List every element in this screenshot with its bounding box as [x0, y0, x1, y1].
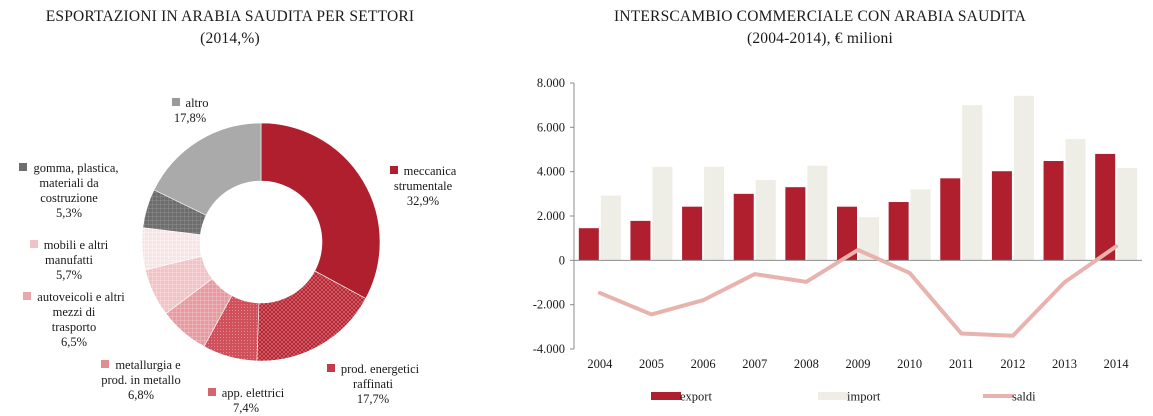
pie-label-text: strumentale — [393, 179, 453, 193]
bar-import-2008 — [807, 165, 828, 261]
bar-import-2006 — [704, 166, 725, 261]
pie-value-label: 6,8% — [127, 388, 155, 402]
y-tick-label: 0 — [559, 253, 565, 267]
bar-import-2009 — [859, 217, 879, 261]
legend-swatch-export — [651, 392, 681, 400]
x-tick-label: 2006 — [691, 357, 716, 371]
legend-swatch — [389, 166, 398, 174]
pie-value-label: 5,7% — [55, 268, 83, 282]
bar-import-2013 — [1065, 139, 1086, 261]
pie-label-metallurgia-e-prod-in-metallo: metallurgia e prod. in metallo 6,8% — [82, 358, 200, 403]
bar-export-2006 — [682, 206, 703, 261]
bar-export-2005 — [630, 220, 651, 261]
pie-slice-meccanica-strumentale — [260, 122, 381, 299]
bar-import-2010 — [910, 189, 931, 261]
y-tick-label: -4.000 — [533, 342, 565, 356]
bar-subtitle: (2004-2014), € milioni — [746, 30, 894, 47]
x-tick-label: 2011 — [949, 357, 974, 371]
bar-export-2013 — [1043, 161, 1064, 261]
bar-import-2007 — [755, 180, 776, 261]
pie-label-text: prod. energetici — [340, 362, 420, 376]
legend-swatch-import — [818, 392, 848, 400]
pie-value-label: 17,8% — [173, 111, 207, 125]
legend-swatch — [171, 98, 180, 106]
x-tick-label: 2014 — [1104, 357, 1130, 371]
legend-swatch — [101, 360, 110, 368]
pie-label-mobili-e-altri-manufatti: mobili e altri manufatti 5,7% — [14, 238, 124, 283]
pie-label-text: raffinati — [352, 377, 394, 391]
pie-value-label: 6,5% — [60, 335, 88, 349]
legend-swatch — [207, 388, 216, 396]
pie-label-text: materiali da — [39, 176, 99, 190]
y-tick-label: -2.000 — [533, 298, 565, 312]
x-tick-label: 2012 — [1000, 357, 1025, 371]
bar-import-2005 — [652, 166, 673, 261]
y-tick-label: 2.000 — [537, 209, 565, 223]
bar-title: INTERSCAMBIO COMMERCIALE CON ARABIA SAUD… — [613, 8, 1027, 25]
bar-export-2011 — [940, 178, 961, 261]
y-tick-label: 6.000 — [537, 120, 565, 134]
x-tick-label: 2004 — [587, 357, 613, 371]
bar-export-2008 — [785, 187, 806, 261]
pie-label-text: altro — [185, 96, 209, 110]
legend-swatch — [19, 163, 28, 171]
x-tick-label: 2013 — [1052, 357, 1077, 371]
legend-swatch — [29, 240, 38, 248]
pie-label-autoveicoli-e-altri-mezzi-di-trasporto: autoveicoli e altri mezzi di trasporto 6,5% — [14, 290, 134, 350]
pie-title: ESPORTAZIONI IN ARABIA SAUDITA PER SETTO… — [45, 8, 415, 25]
pie-label-text: meccanica — [403, 164, 457, 178]
bar-export-2007 — [733, 193, 754, 261]
donut-chart — [141, 122, 381, 362]
y-tick-label: 8.000 — [537, 76, 565, 90]
x-tick-label: 2008 — [794, 357, 819, 371]
bar-import-2004 — [600, 195, 621, 261]
pie-value-label: 32,9% — [406, 194, 440, 208]
legend-swatch — [23, 292, 32, 300]
pie-value-label: 5,3% — [55, 206, 83, 220]
line-saldi — [597, 244, 1119, 338]
pie-value-label: 7,4% — [232, 401, 260, 415]
pie-subtitle: (2014,%) — [200, 30, 260, 47]
pie-label-text: mezzi di — [52, 305, 96, 319]
bar-import-2014 — [1117, 167, 1138, 261]
bar-export-2012 — [991, 171, 1012, 261]
bar-export-2009 — [837, 206, 857, 261]
legend-swatch — [326, 364, 335, 372]
pie-value-label: 17,7% — [356, 392, 390, 406]
pie-chart-title: ESPORTAZIONI IN ARABIA SAUDITA PER SETTO… — [0, 6, 460, 50]
pie-label-text: gomma, plastica, — [33, 161, 119, 175]
x-tick-label: 2007 — [742, 357, 767, 371]
pie-label-altro: altro 17,8% — [150, 96, 230, 126]
pie-label-text: metallurgia e — [115, 358, 181, 372]
pie-label-prod-energetici-raffinati: prod. energetici raffinati 17,7% — [318, 362, 428, 407]
pie-slice-altro — [153, 122, 262, 216]
x-tick-label: 2005 — [639, 357, 664, 371]
pie-label-text: app. elettrici — [221, 386, 285, 400]
x-tick-label: 2010 — [897, 357, 922, 371]
legend-label-export: export — [680, 390, 712, 404]
legend-label-import: import — [847, 390, 881, 404]
bar-export-2014 — [1095, 153, 1116, 261]
y-tick-label: 4.000 — [537, 165, 565, 179]
pie-label-text: costruzione — [40, 191, 98, 205]
bar-export-2010 — [888, 202, 909, 261]
bar-import-2011 — [962, 105, 983, 261]
pie-label-text: mobili e altri — [43, 238, 109, 252]
legend-label-saldi: saldi — [1012, 390, 1036, 404]
pie-label-gomma-plastica-materiali-da-costruzione: gomma, plastica, materiali da costruzione 5… — [4, 161, 134, 221]
pie-label-meccanica-strumentale: meccanica strumentale 32,9% — [378, 164, 468, 209]
bar-chart-title: INTERSCAMBIO COMMERCIALE CON ARABIA SAUD… — [540, 6, 1100, 50]
pie-label-app-elettrici: app. elettrici 7,4% — [196, 386, 296, 416]
bar-import-2012 — [1013, 95, 1034, 261]
bar-export-2004 — [578, 228, 599, 261]
pie-label-text: prod. in metallo — [101, 373, 181, 387]
x-tick-label: 2009 — [846, 357, 871, 371]
pie-label-text: autoveicoli e altri — [37, 290, 125, 304]
pie-label-text: trasporto — [51, 320, 97, 334]
pie-label-text: manufatti — [45, 253, 93, 267]
